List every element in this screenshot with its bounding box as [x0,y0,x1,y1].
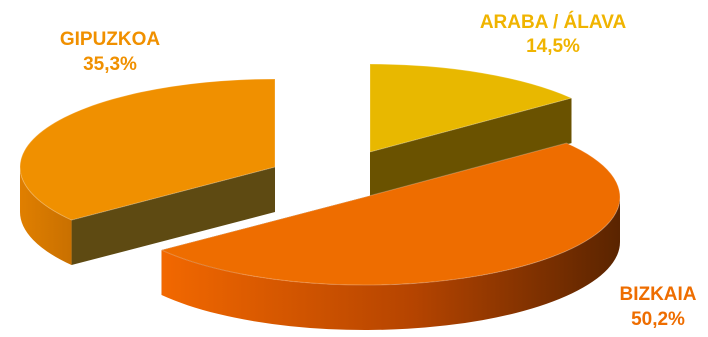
slice-label-araba: ARABA / ÁLAVA [480,11,627,33]
slice-label-bizkaia: BIZKAIA [619,284,696,305]
pie-slice-bizkaia [160,142,621,331]
slice-label-gipuzkoa: GIPUZKOA [60,29,161,50]
slice-value-label-araba: 14,5% [526,36,580,57]
pie-slice-araba-top [369,63,573,153]
pie-slice-gipuzkoa-side [20,167,72,266]
pie-slice-araba-wall-1 [370,98,572,197]
pie-slice-bizkaia-top [160,142,621,286]
slice-value-label-bizkaia: 50,2% [631,309,685,330]
pie-slice-gipuzkoa [19,78,276,266]
pie-slice-araba [369,63,573,197]
pie-slice-bizkaia-side [161,197,620,331]
pie-slice-gipuzkoa-top [19,78,276,221]
slice-value-label-gipuzkoa: 35,3% [83,54,137,75]
pie-slice-gipuzkoa-wall-0 [71,167,276,266]
